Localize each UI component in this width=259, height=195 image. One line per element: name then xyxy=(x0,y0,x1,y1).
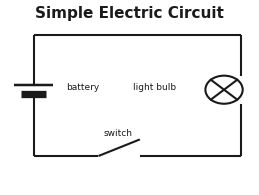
Text: light bulb: light bulb xyxy=(133,83,176,92)
Text: battery: battery xyxy=(66,83,99,92)
Text: switch: switch xyxy=(104,129,133,138)
Text: Simple Electric Circuit: Simple Electric Circuit xyxy=(35,6,224,21)
